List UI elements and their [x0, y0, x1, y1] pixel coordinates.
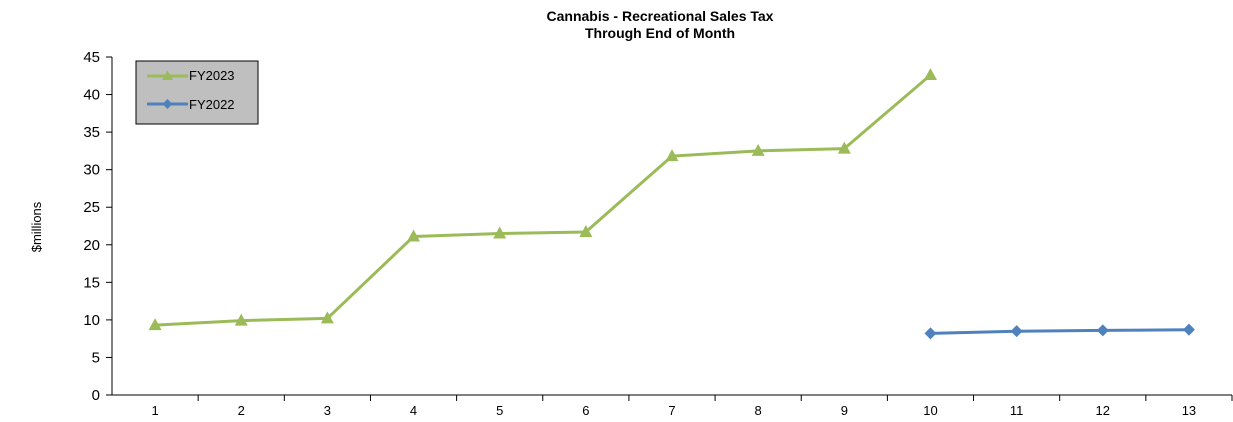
x-tick-label: 5	[496, 403, 503, 418]
chart-title-line-1: Cannabis - Recreational Sales Tax	[547, 8, 774, 24]
legend-fy2022-label: FY2022	[189, 97, 235, 112]
x-tick-label: 1	[151, 403, 158, 418]
data-point-fy2023	[320, 311, 334, 324]
y-tick-label: 35	[83, 124, 100, 141]
data-point-fy2023	[751, 143, 765, 156]
x-tick-label: 7	[668, 403, 675, 418]
data-point-fy2023	[148, 318, 162, 331]
y-tick-label: 10	[83, 312, 100, 329]
y-axis-ticks: 0 5 10 15 20 25 30 35 40 45	[83, 49, 112, 404]
data-point-fy2023	[665, 149, 679, 162]
data-point-fy2022	[924, 327, 937, 340]
x-tick-label: 13	[1182, 403, 1196, 418]
x-tick-label: 6	[582, 403, 589, 418]
x-axis-ticks: 1 2 3 4 5 6 7 8 9 10 11 12 13	[151, 395, 1233, 418]
x-tick-label: 8	[755, 403, 762, 418]
legend-fy2023-marker	[162, 70, 173, 80]
y-tick-label: 0	[92, 387, 100, 404]
x-tick-label: 12	[1096, 403, 1110, 418]
y-axis-label: $millions	[29, 201, 44, 252]
y-tick-label: 40	[83, 87, 100, 104]
y-tick-label: 20	[83, 237, 100, 254]
series-layer	[148, 68, 1195, 340]
legend-fy2022-marker	[162, 99, 173, 109]
data-point-fy2022	[1182, 323, 1195, 336]
data-point-fy2022	[1010, 325, 1023, 338]
data-point-fy2023	[837, 141, 851, 154]
series-line-fy2022	[930, 328, 1189, 335]
data-point-fy2023	[234, 313, 248, 326]
data-point-fy2023	[923, 68, 937, 81]
legend-box	[135, 60, 259, 125]
legend-fy2023-label: FY2023	[189, 68, 235, 83]
data-point-fy2022	[1096, 324, 1109, 337]
axes	[111, 57, 1232, 396]
y-tick-label: 25	[83, 199, 100, 216]
x-tick-label: 9	[841, 403, 848, 418]
series-line-fy2023	[155, 73, 932, 327]
x-tick-label: 11	[1010, 403, 1024, 418]
x-tick-label: 2	[238, 403, 245, 418]
x-tick-label: 10	[923, 403, 937, 418]
x-tick-label: 3	[324, 403, 331, 418]
data-point-fy2023	[579, 225, 593, 238]
y-tick-label: 45	[83, 49, 100, 66]
data-point-fy2023	[493, 226, 507, 239]
x-tick-label: 4	[410, 403, 417, 418]
y-tick-label: 30	[83, 162, 100, 179]
y-tick-label: 5	[92, 349, 100, 366]
y-tick-label: 15	[83, 274, 100, 291]
legend: FY2023 FY2022	[135, 60, 259, 125]
data-point-fy2023	[407, 229, 421, 242]
chart-title-line-2: Through End of Month	[585, 25, 735, 41]
